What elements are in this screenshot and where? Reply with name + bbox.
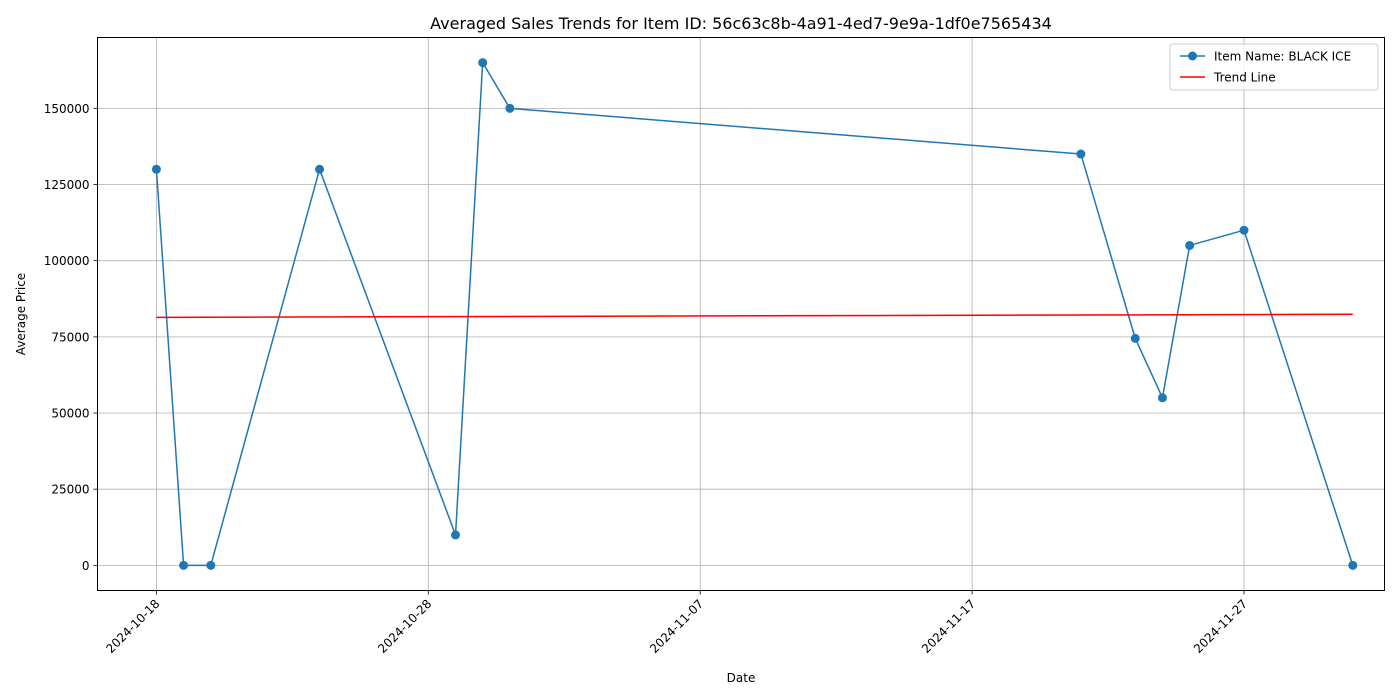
data-point: [179, 560, 189, 570]
y-tick-label: 0: [82, 559, 90, 573]
data-point: [505, 103, 515, 113]
y-tick-label: 75000: [51, 330, 89, 344]
data-point: [151, 164, 161, 174]
y-tick-label: 50000: [51, 407, 89, 421]
y-axis: 0 25000 50000 75000 100000 125000 150000: [44, 102, 98, 573]
series-layer: [151, 58, 1358, 570]
data-point: [1239, 225, 1249, 235]
trend-line: [156, 313, 1353, 319]
data-point: [1130, 333, 1140, 343]
series-item-price: [151, 58, 1358, 570]
y-tick-label: 25000: [51, 483, 89, 497]
plot-frame: [97, 37, 1385, 591]
legend-marker-item: [1188, 51, 1197, 61]
legend-box: [1169, 43, 1379, 91]
data-point: [1157, 393, 1167, 403]
legend-label-item: Item Name: BLACK ICE: [1214, 50, 1351, 64]
legend: Item Name: BLACK ICE Trend Line: [1169, 43, 1379, 91]
chart-title: Averaged Sales Trends for Item ID: 56c63…: [430, 14, 1052, 33]
grid-lines: [97, 37, 1385, 591]
x-axis-title: Date: [727, 671, 756, 685]
data-point: [451, 530, 461, 540]
y-tick-label: 125000: [44, 178, 90, 192]
y-tick-label: 100000: [44, 254, 90, 268]
data-point: [478, 58, 488, 68]
data-point: [1185, 240, 1195, 250]
series-trend-line: [156, 313, 1353, 319]
legend-label-trend: Trend Line: [1213, 71, 1276, 85]
y-tick-label: 150000: [44, 102, 90, 116]
data-point: [315, 164, 325, 174]
y-axis-title: Average Price: [14, 273, 28, 355]
data-point: [1348, 560, 1358, 570]
data-point: [1076, 149, 1086, 159]
data-point: [206, 560, 216, 570]
plot-area: [97, 37, 1385, 591]
